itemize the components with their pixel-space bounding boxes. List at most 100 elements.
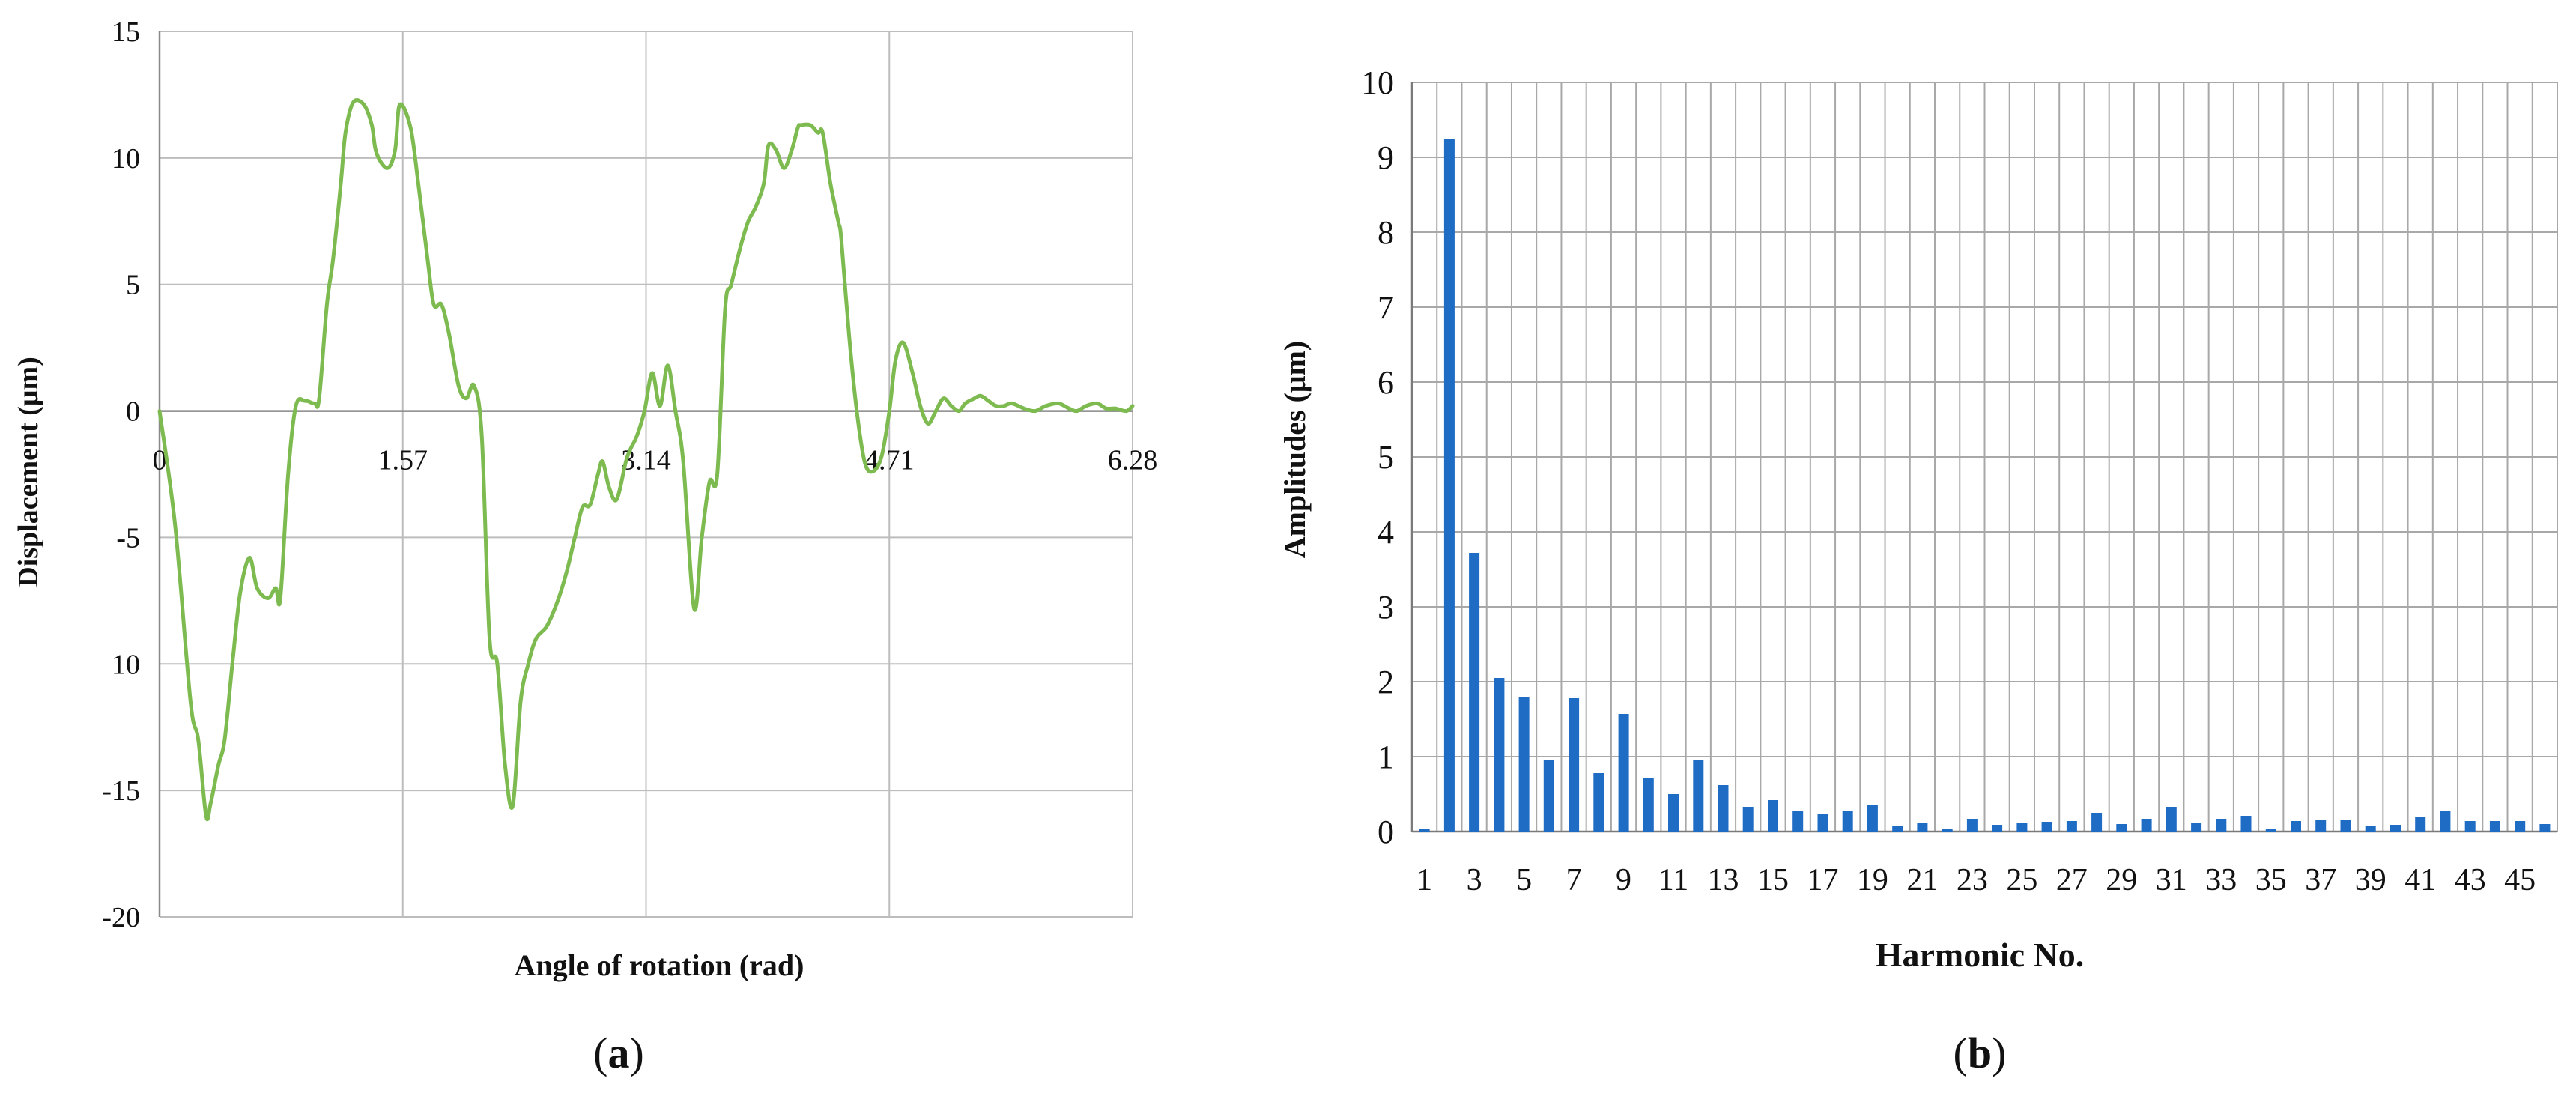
chart-b-bar <box>2539 824 2551 832</box>
chart-b-bar <box>1892 826 1903 832</box>
chart-b-bar <box>2016 823 2028 832</box>
chart-b-bars <box>1419 139 2551 832</box>
chart-b-y-tick-label: 8 <box>1378 214 1394 251</box>
chart-b-bar <box>1518 697 1530 832</box>
chart-b-x-tick-label: 31 <box>2156 863 2187 897</box>
chart-b-bar <box>1643 778 1654 832</box>
chart-b-bar <box>1867 805 1878 832</box>
chart-b-bar <box>2066 821 2077 832</box>
chart-b-x-tick-label: 5 <box>1516 863 1532 897</box>
panel-a-label: (a) <box>593 1029 644 1077</box>
chart-b-x-tick-label: 3 <box>1467 863 1482 897</box>
chart-b-x-tick-label: 11 <box>1658 863 1688 897</box>
chart-a-x-tick-labels: 0 1.57 3.14 4.71 6.28 <box>153 445 1158 476</box>
chart-b-bar <box>2489 821 2500 832</box>
chart-b-y-axis-label: Amplitudes (μm) <box>1278 341 1312 558</box>
chart-b-bar <box>1618 714 1629 832</box>
chart-b-x-tick-label: 9 <box>1616 863 1631 897</box>
chart-b-x-tick-label: 35 <box>2255 863 2287 897</box>
chart-b-x-tick-label: 37 <box>2305 863 2336 897</box>
chart-b-bar <box>1917 823 1928 832</box>
chart-b-bar <box>2116 824 2127 832</box>
chart-b-x-tick-label: 25 <box>2006 863 2037 897</box>
chart-b-x-tick-label: 33 <box>2205 863 2237 897</box>
chart-b-y-tick-label: 9 <box>1378 139 1394 176</box>
chart-b-bar <box>2216 819 2227 832</box>
chart-a-y-tick-label: 10 <box>112 649 140 680</box>
chart-b-bar <box>1942 829 1953 832</box>
chart-b-bar <box>2415 817 2426 832</box>
chart-a-y-tick-label: 15 <box>112 16 140 48</box>
chart-b-y-tick-label: 3 <box>1378 589 1394 626</box>
chart-b-x-tick-label: 23 <box>1957 863 1988 897</box>
chart-b-bar <box>1718 785 1729 832</box>
chart-b-bar <box>2166 807 2177 832</box>
chart-b-bar <box>2515 821 2526 832</box>
chart-b-bar <box>2340 820 2351 832</box>
chart-a-y-tick-label: 5 <box>126 270 140 301</box>
chart-b-x-tick-label: 13 <box>1708 863 1739 897</box>
chart-a: 15 10 5 0 -5 10 -15 -20 0 1.57 3.14 4.71 6.28 Displ… <box>13 16 1157 1077</box>
chart-b-bar <box>1992 825 2003 832</box>
chart-a-y-tick-label: -20 <box>102 902 140 933</box>
chart-a-gridlines <box>159 31 1133 918</box>
chart-b-bar <box>1443 139 1455 832</box>
chart-b-bar <box>2041 822 2052 832</box>
chart-a-y-tick-label: 0 <box>126 396 140 428</box>
chart-b-bar <box>1543 760 1554 832</box>
chart-b-bar <box>2291 821 2301 832</box>
chart-b-bar <box>2191 823 2202 832</box>
chart-b-x-tick-label: 17 <box>1807 863 1838 897</box>
chart-b-bar <box>1469 553 1480 832</box>
chart-b-x-tick-label: 1 <box>1416 863 1432 897</box>
chart-b-x-axis-label: Harmonic No. <box>1876 936 2085 974</box>
chart-b-bar <box>1817 814 1828 832</box>
chart-b-bar <box>1792 811 1804 832</box>
chart-a-x-tick-label: 1.57 <box>378 445 428 476</box>
chart-b-y-tick-label: 10 <box>1361 64 1394 101</box>
chart-b-bar <box>2464 821 2476 832</box>
chart-b-bar <box>1494 678 1505 832</box>
chart-b-y-tick-label: 4 <box>1378 514 1394 551</box>
chart-b-bar <box>2365 826 2376 832</box>
chart-b-bar <box>1693 760 1704 832</box>
chart-a-series-line <box>157 98 1135 822</box>
chart-b-x-tick-label: 15 <box>1757 863 1789 897</box>
chart-b-gridlines <box>1411 82 2558 832</box>
chart-b-x-tick-label: 19 <box>1857 863 1888 897</box>
chart-b-bar <box>1419 829 1430 832</box>
panel-b-label: (b) <box>1954 1029 2007 1077</box>
chart-b-y-tick-label: 7 <box>1378 289 1394 326</box>
chart-b-y-tick-label: 6 <box>1378 364 1394 401</box>
chart-b-bar <box>1593 773 1604 832</box>
chart-a-x-tick-label: 6.28 <box>1108 445 1158 476</box>
chart-b-y-tick-labels: 0 1 2 3 4 5 6 7 8 9 10 <box>1361 64 1394 850</box>
chart-b-x-tick-label: 21 <box>1906 863 1938 897</box>
chart-b-bar <box>1966 819 1978 832</box>
chart-b-x-tick-label: 7 <box>1566 863 1582 897</box>
chart-b-bar <box>2440 811 2451 832</box>
chart-b-y-tick-label: 1 <box>1378 739 1394 775</box>
chart-b-bar <box>2315 820 2327 832</box>
chart-b-bar <box>2265 829 2276 832</box>
chart-b-x-tick-labels: 1 3 5 7 9 11 13 15 17 19 21 23 25 27 29 31 33 35 37 39 41 43 4… <box>1416 863 2536 897</box>
chart-a-y-tick-label: -15 <box>102 775 140 807</box>
chart-b-bar <box>1742 807 1754 832</box>
chart-a-x-axis-label: Angle of rotation (rad) <box>515 948 804 982</box>
chart-a-y-tick-label: -5 <box>116 522 140 554</box>
chart-b-y-tick-label: 0 <box>1378 814 1394 850</box>
chart-b-bar <box>1842 811 1853 832</box>
chart-b-x-tick-label: 39 <box>2355 863 2386 897</box>
chart-b-bar <box>1768 800 1778 832</box>
chart-a-y-tick-label: 10 <box>112 143 140 175</box>
chart-a-y-axis-label: Displacement (μm) <box>13 357 44 587</box>
chart-b-y-tick-label: 2 <box>1378 664 1394 700</box>
chart-b-x-tick-label: 27 <box>2056 863 2088 897</box>
chart-b-x-tick-label: 43 <box>2455 863 2486 897</box>
chart-b-x-tick-label: 41 <box>2404 863 2436 897</box>
chart-b-y-tick-label: 5 <box>1378 439 1394 476</box>
chart-b-x-tick-label: 45 <box>2504 863 2536 897</box>
chart-b-bar <box>1569 698 1580 832</box>
